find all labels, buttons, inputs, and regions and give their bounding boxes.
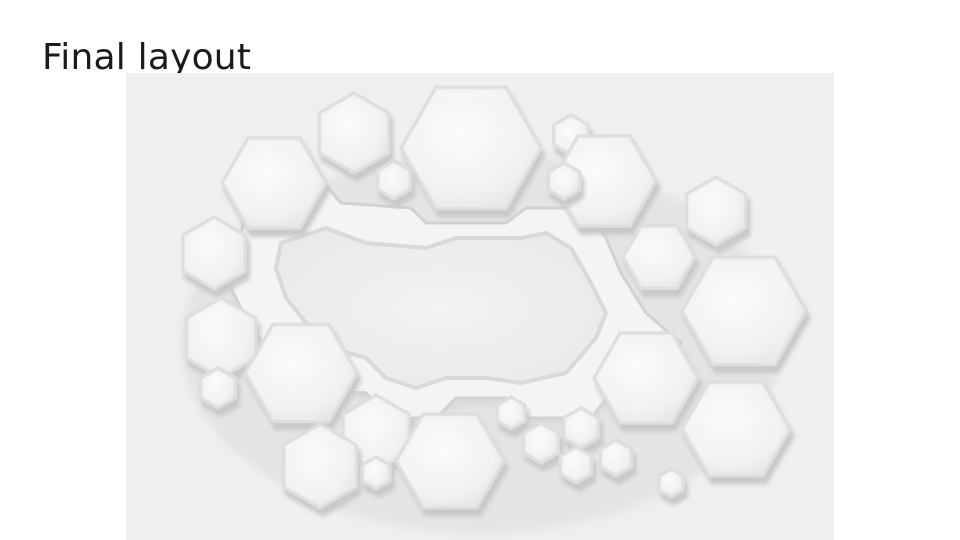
hex-tile [198, 366, 241, 417]
hex-tile [281, 422, 362, 517]
hex-tile [598, 438, 637, 485]
hex-tile [657, 467, 688, 506]
hex-tile [561, 406, 604, 457]
hex-tile [546, 161, 585, 208]
hex-tile [680, 255, 811, 374]
hex-tile [680, 380, 795, 485]
hex-tile [317, 91, 394, 182]
hex-tile [243, 322, 362, 431]
hex-tile [521, 421, 564, 472]
hex-tile [399, 85, 546, 218]
hex-tile [558, 445, 597, 492]
hex-tile [360, 455, 395, 498]
hex-tile [394, 412, 509, 517]
slide-title: Final layout [42, 37, 252, 78]
hex-tile [621, 224, 700, 297]
hex-tile [184, 296, 261, 387]
hexagon-layout-render-image [126, 73, 834, 540]
hex-tile [592, 331, 703, 432]
hex-tile [684, 175, 751, 254]
hexagon-layout-render [126, 73, 834, 540]
hex-tile [495, 395, 530, 438]
hex-tile [181, 215, 250, 298]
hex-tile [220, 136, 331, 237]
hex-tile [550, 134, 661, 235]
hex-tile [375, 159, 416, 208]
